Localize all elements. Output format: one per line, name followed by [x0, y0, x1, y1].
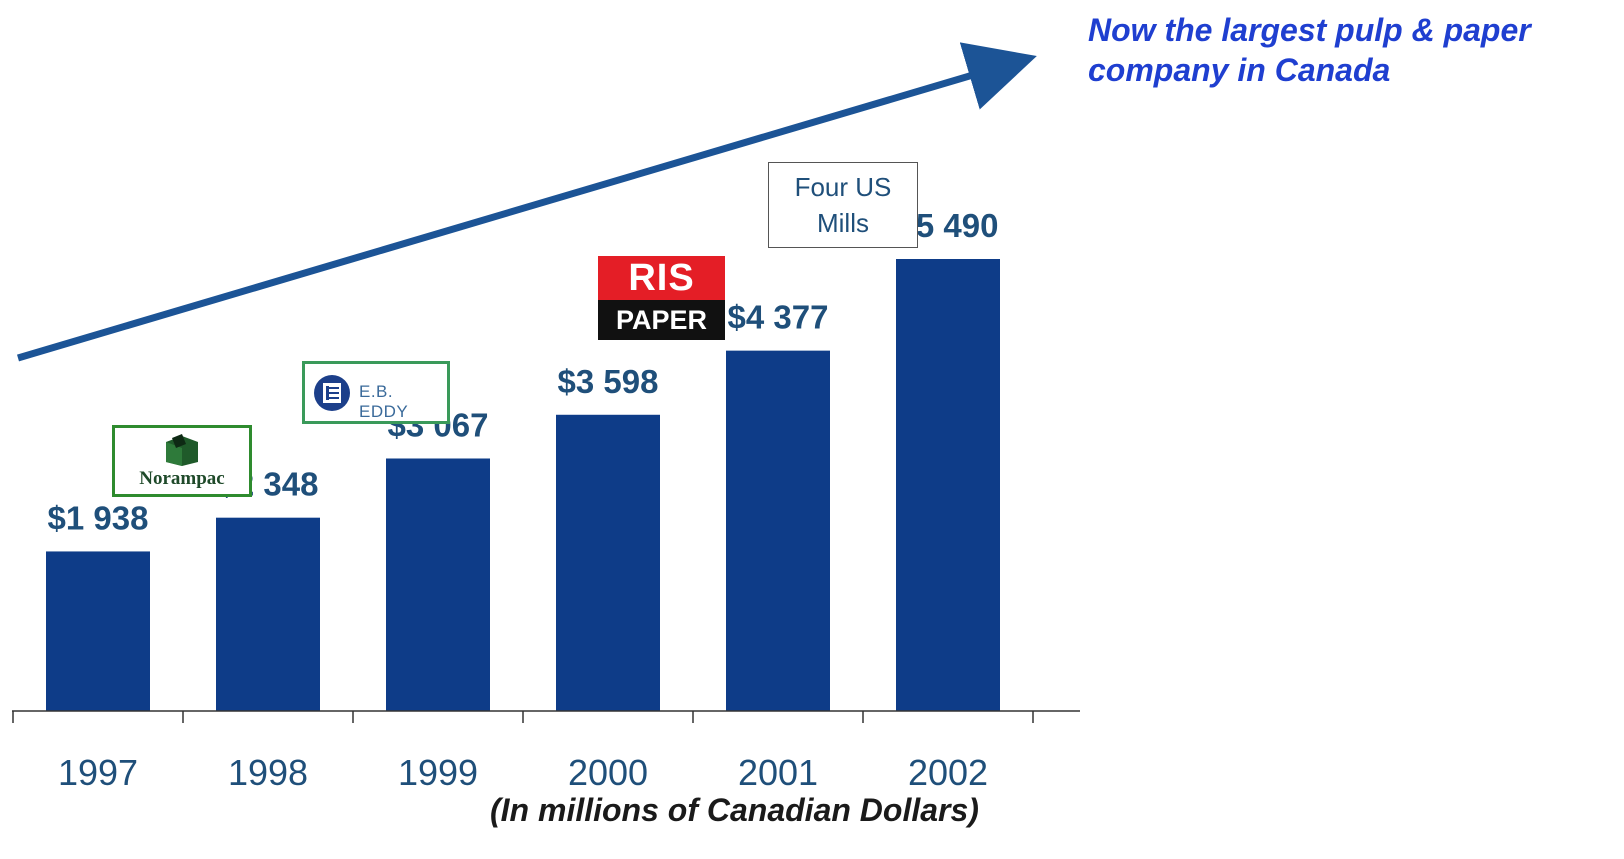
- bar-value-label-1997: $1 938: [48, 499, 149, 536]
- ris-paper-logo: RIS PAPER: [598, 256, 725, 340]
- bar-2002: [896, 259, 1000, 711]
- bar-value-label-2000: $3 598: [558, 363, 659, 400]
- ris-paper-text: PAPER: [598, 300, 725, 340]
- x-tick-label-2000: 2000: [568, 752, 648, 793]
- headline-line2: company in Canada: [1088, 52, 1391, 88]
- ris-text: RIS: [598, 256, 725, 300]
- ebeddy-text: E.B. EDDY: [359, 382, 409, 421]
- four-us-mills-line2: Mills: [817, 208, 869, 238]
- bar-1999: [386, 458, 490, 711]
- four-us-mills-line1: Four US: [794, 172, 892, 202]
- trend-arrow: [17, 42, 1037, 362]
- headline: Now the largest pulp & paper company in …: [1088, 10, 1618, 90]
- x-ticks-group: [12, 711, 1034, 723]
- bars-group: [46, 259, 1000, 711]
- four-us-mills-box: Four US Mills: [768, 162, 918, 248]
- x-tick-label-1999: 1999: [398, 752, 478, 793]
- x-tick-labels-group: 1997 1998 1999 2000 2001 2002: [58, 752, 988, 793]
- norampac-emblem-icon: [166, 434, 198, 466]
- units-footnote: (In millions of Canadian Dollars): [490, 792, 979, 828]
- headline-line1: Now the largest pulp & paper: [1088, 12, 1531, 48]
- norampac-logo: Norampac: [112, 425, 252, 497]
- bar-2001: [726, 350, 830, 711]
- x-tick-label-2001: 2001: [738, 752, 818, 793]
- ebeddy-emblem-icon: [314, 375, 350, 411]
- x-tick-label-1997: 1997: [58, 752, 138, 793]
- bar-1997: [46, 551, 150, 711]
- bar-1998: [216, 517, 320, 711]
- x-tick-label-2002: 2002: [908, 752, 988, 793]
- ebeddy-logo: E.B. EDDY: [302, 361, 450, 424]
- bar-2000: [556, 414, 660, 711]
- x-tick-label-1998: 1998: [228, 752, 308, 793]
- norampac-text: Norampac: [139, 468, 225, 489]
- bar-value-label-2001: $4 377: [728, 299, 829, 336]
